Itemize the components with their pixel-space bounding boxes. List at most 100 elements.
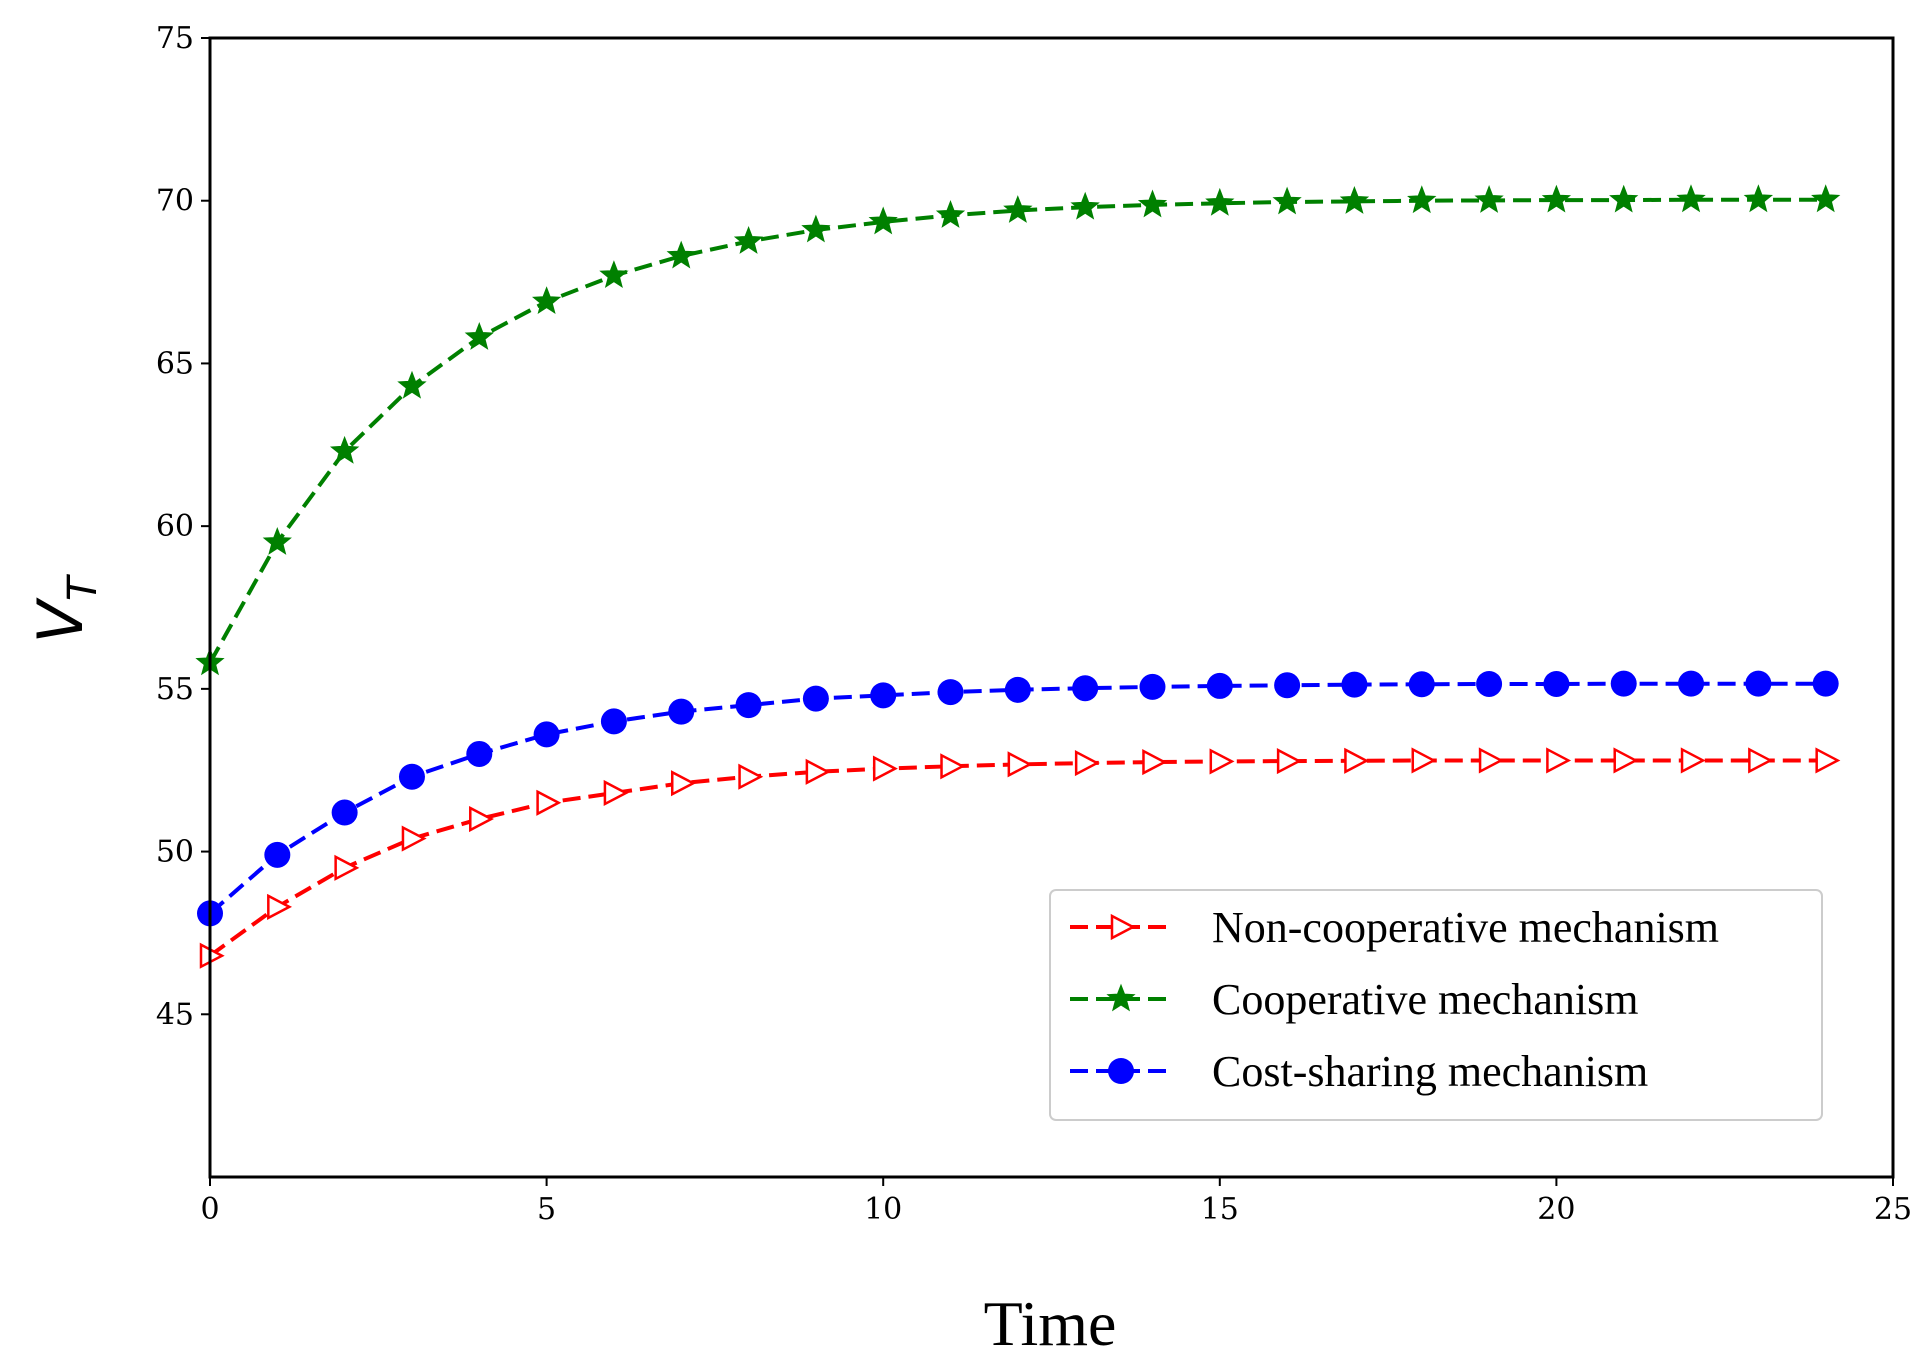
data-point [1272, 186, 1302, 215]
data-point [1543, 670, 1570, 697]
data-point [334, 854, 360, 881]
x-tick-label: 0 [200, 1192, 219, 1227]
data-point [1142, 749, 1168, 776]
data-point [1344, 747, 1370, 774]
data-point [940, 753, 966, 780]
data-point [599, 260, 629, 289]
data-point [1745, 670, 1772, 697]
data-point [1276, 748, 1302, 775]
data-point [733, 226, 764, 254]
data-point [1743, 184, 1774, 213]
legend-label: Cost-sharing mechanism [1212, 1047, 1648, 1096]
data-point [1205, 187, 1235, 216]
data-point [1478, 747, 1504, 774]
series-line [208, 681, 1826, 915]
data-point [805, 758, 831, 785]
legend-marker [1108, 1058, 1134, 1084]
y-tick-label: 55 [156, 672, 194, 707]
y-tick-label: 75 [156, 21, 194, 56]
data-point [1007, 751, 1033, 778]
series-line [208, 197, 1826, 664]
data-point [1139, 673, 1166, 700]
data-point [1811, 184, 1841, 213]
x-axis-label: Time [984, 1288, 1117, 1359]
x-tick-label: 15 [1201, 1192, 1239, 1227]
legend-item: Cost-sharing mechanism [1070, 1047, 1648, 1096]
plot-frame [208, 36, 1895, 1179]
data-point [600, 708, 627, 735]
data-point [738, 763, 764, 790]
series-cooperative-mechanism [195, 184, 1841, 676]
data-point [1610, 670, 1637, 697]
data-point [401, 825, 427, 852]
data-point [1411, 747, 1437, 774]
series-non-cooperative-mechanism [199, 747, 1841, 969]
x-tick-label: 5 [537, 1192, 556, 1227]
data-point [1137, 189, 1168, 218]
data-point [1474, 185, 1504, 213]
data-point [937, 679, 964, 706]
data-point [1274, 672, 1301, 699]
data-point [397, 370, 427, 399]
data-point [464, 322, 494, 350]
data-point [1072, 675, 1099, 702]
data-point [1408, 671, 1435, 698]
data-point [1476, 670, 1503, 697]
data-point [1609, 184, 1639, 213]
y-axis-label-main: V [24, 596, 97, 643]
y-tick-label: 50 [156, 835, 194, 870]
axes-layer: 0 5 10 15 20 25 45 50 55 60 65 70 75 [156, 21, 1912, 1227]
data-point [329, 435, 360, 464]
data-point [1613, 747, 1639, 774]
data-point [331, 799, 358, 826]
data-point [801, 214, 831, 243]
legend-label: Non-cooperative mechanism [1212, 903, 1719, 952]
series-layer [195, 184, 1841, 969]
y-axis-label: VT [24, 573, 106, 643]
data-point [1676, 184, 1706, 213]
data-point [536, 789, 562, 816]
data-point [802, 685, 829, 712]
legend-item: Non-cooperative mechanism [1070, 903, 1719, 952]
legend-marker [1110, 913, 1136, 941]
legend-marker [1106, 983, 1136, 1012]
y-tick-label: 65 [156, 346, 194, 381]
data-point [666, 240, 696, 269]
data-point [603, 779, 629, 807]
data-point [1070, 191, 1100, 220]
data-point [533, 721, 560, 748]
data-point [1546, 747, 1572, 774]
legend-box [1049, 889, 1823, 1121]
y-tick-label: 70 [156, 184, 194, 219]
x-tick-label: 20 [1537, 1192, 1575, 1227]
y-tick-label: 60 [156, 509, 194, 544]
data-point [264, 841, 291, 868]
data-point [735, 692, 762, 719]
data-point [1339, 186, 1370, 214]
data-point [1004, 676, 1031, 703]
data-point [1341, 671, 1368, 698]
data-point [398, 763, 425, 790]
data-point [935, 200, 966, 228]
y-tick-label: 45 [156, 997, 194, 1032]
data-point [1680, 747, 1706, 774]
data-point [868, 206, 898, 235]
legend-label: Cooperative mechanism [1212, 975, 1638, 1024]
data-point [262, 526, 292, 555]
data-point [870, 682, 897, 709]
data-point [872, 755, 898, 782]
legend: Non-cooperative mechanism Cooperative mec… [1049, 889, 1823, 1121]
data-point [1815, 747, 1841, 774]
data-point [670, 770, 696, 797]
x-tick-label: 10 [864, 1192, 902, 1227]
x-tick-label: 25 [1874, 1192, 1912, 1227]
data-point [469, 805, 494, 833]
data-point [1206, 672, 1233, 699]
data-point [1541, 184, 1572, 213]
data-point [1748, 747, 1774, 774]
y-axis-label-subscript: T [60, 573, 106, 601]
data-point [531, 286, 562, 315]
data-point [1003, 195, 1033, 223]
data-point [1074, 749, 1100, 777]
